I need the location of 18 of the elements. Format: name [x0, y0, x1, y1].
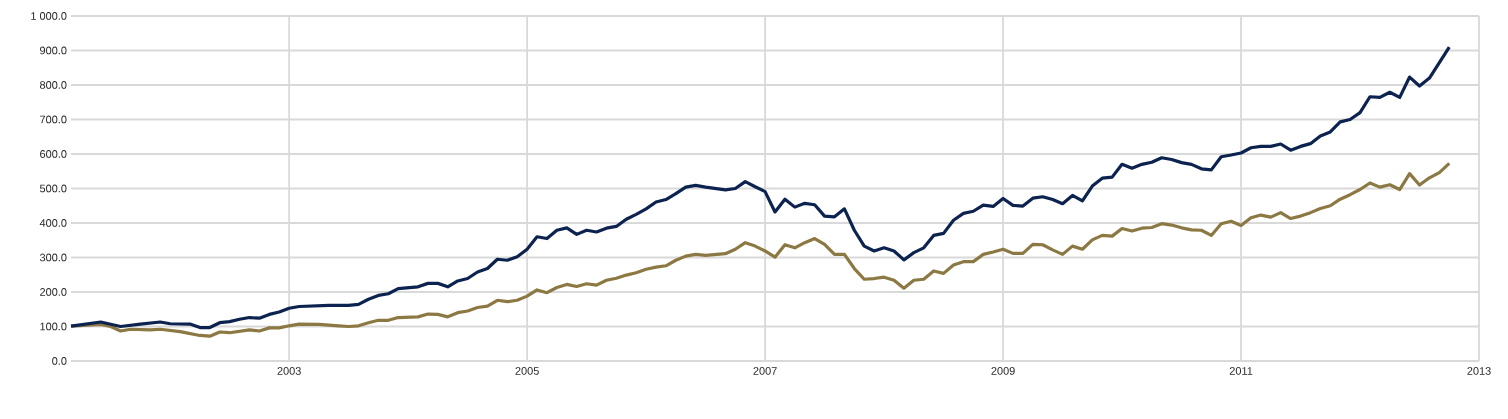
x-tick-label: 2007: [753, 367, 777, 375]
y-tick-label: 300.0: [39, 253, 67, 262]
y-tick-label: 600.0: [40, 150, 67, 158]
y-tick-label: 100.0: [40, 322, 67, 331]
y-tick-label: 900.0: [40, 46, 67, 55]
x-tick-label: 2003: [277, 367, 301, 375]
y-tick-label: 0.0: [52, 357, 67, 365]
line-series: [69, 45, 1451, 330]
y-tick-label: 800.0: [39, 81, 67, 89]
x-tick-label: 2013: [1467, 367, 1491, 375]
x-tick-label: 2011: [1229, 367, 1253, 375]
y-tick-label: 200.0: [40, 288, 67, 296]
y-tick-label: 500.0: [39, 184, 67, 193]
x-tick-label: 2005: [515, 367, 539, 375]
y-tick-label: 1 000.0: [31, 12, 67, 20]
x-tick-label: 2009: [991, 367, 1015, 375]
y-tick-label: 700.0: [40, 115, 67, 124]
y-tick-label: 400.0: [39, 219, 67, 227]
